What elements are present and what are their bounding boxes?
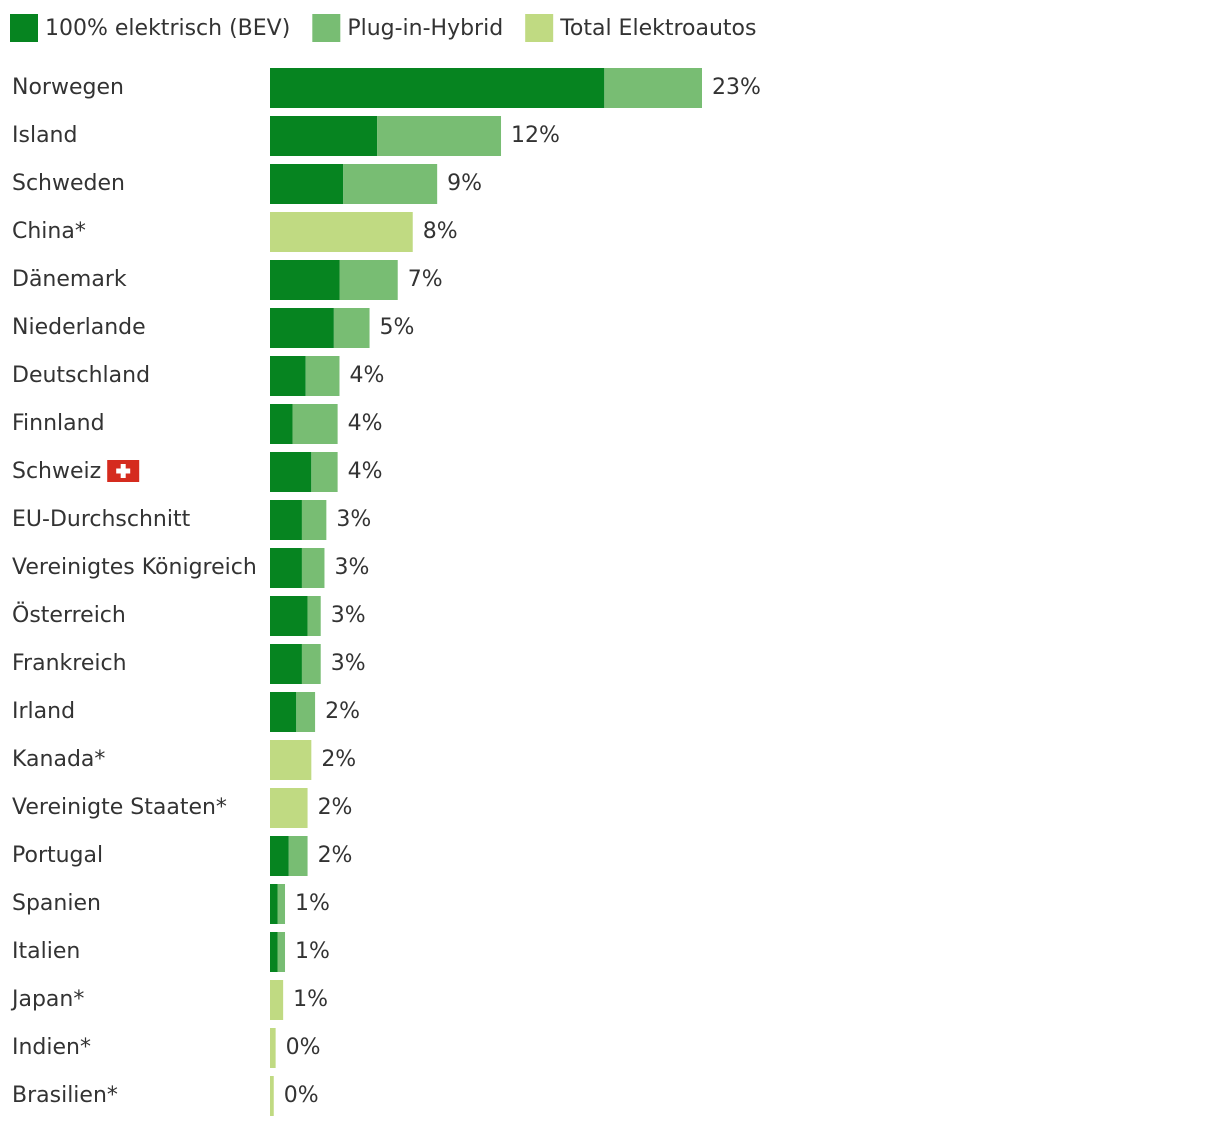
bar-segment (307, 596, 321, 636)
value-label: 0% (284, 1083, 319, 1108)
category-label: Österreich (12, 602, 126, 628)
value-label: 0% (286, 1035, 321, 1060)
category-label: Norwegen (12, 75, 124, 100)
legend-label: Plug-in-Hybrid (347, 16, 503, 41)
bar-segment (270, 164, 344, 204)
bar-segment (270, 212, 413, 252)
category-label: Vereinigtes Königreich (12, 555, 257, 580)
category-label: Japan* (10, 987, 84, 1012)
value-label: 12% (511, 123, 560, 148)
category-label: China* (12, 219, 86, 244)
bar-segment (270, 356, 306, 396)
bar-segment (270, 836, 289, 876)
bar-segment (301, 500, 327, 540)
value-label: 3% (331, 603, 366, 628)
bar-segment (301, 644, 321, 684)
value-label: 2% (318, 843, 353, 868)
category-label: Deutschland (12, 363, 150, 388)
value-label: 1% (293, 987, 328, 1012)
bar-segment (270, 596, 308, 636)
bar-segment (270, 740, 312, 780)
value-label: 4% (348, 411, 383, 436)
bar-segment (270, 644, 302, 684)
category-label: Island (12, 123, 77, 148)
category-label: EU-Durchschnitt (12, 507, 191, 532)
bar-segment (270, 404, 293, 444)
value-label: 1% (295, 891, 330, 916)
legend-label: Total Elektroautos (559, 16, 756, 41)
category-label: Schweden (12, 171, 125, 196)
bar-segment (296, 692, 316, 732)
category-label: Spanien (12, 891, 101, 916)
legend-label: 100% elektrisch (BEV) (45, 16, 290, 41)
value-label: 3% (336, 507, 371, 532)
value-label: 9% (447, 171, 482, 196)
legend-swatch (312, 14, 341, 42)
value-label: 4% (349, 363, 384, 388)
bar-segment (288, 836, 308, 876)
category-label: Brasilien* (12, 1083, 118, 1108)
category-label: Dänemark (12, 267, 127, 292)
category-label: Kanada* (12, 747, 105, 772)
category-label: Portugal (12, 843, 103, 868)
bar-segment (277, 884, 286, 924)
bar-segment (270, 692, 297, 732)
bar-segment (270, 884, 278, 924)
bar-segment (377, 116, 502, 156)
legend-swatch (10, 14, 38, 42)
bar-segment (292, 404, 338, 444)
bar-segment (277, 932, 286, 972)
value-label: 1% (295, 939, 330, 964)
value-label: 2% (318, 795, 353, 820)
value-label: 8% (423, 219, 458, 244)
category-label: Frankreich (12, 651, 127, 676)
bar-segment (270, 452, 312, 492)
bar-segment (604, 68, 702, 108)
category-label: Finnland (12, 411, 105, 436)
bar-segment (270, 260, 340, 300)
category-label: Irland (12, 699, 75, 724)
value-label: 7% (408, 267, 443, 292)
bar-segment (270, 980, 284, 1020)
bar-segment (333, 308, 370, 348)
bar-segment (270, 932, 278, 972)
bar-segment (270, 788, 308, 828)
category-label: Schweiz (12, 459, 101, 484)
value-label: 3% (331, 651, 366, 676)
category-label: Italien (12, 939, 80, 964)
value-label: 2% (325, 699, 360, 724)
bar-segment (270, 548, 302, 588)
bar-segment (301, 548, 325, 588)
bar-segment (270, 68, 605, 108)
category-label: Niederlande (12, 315, 146, 340)
value-label: 4% (348, 459, 383, 484)
bar-segment (311, 452, 338, 492)
value-label: 5% (380, 315, 415, 340)
bar-segment (305, 356, 340, 396)
bar-segment (270, 1028, 276, 1068)
value-label: 2% (321, 747, 356, 772)
category-label: Indien* (12, 1035, 91, 1060)
flag-cross (116, 468, 131, 474)
bar-segment (339, 260, 398, 300)
bar-segment (270, 1076, 274, 1116)
bar-segment (270, 308, 334, 348)
bar-segment (270, 500, 302, 540)
value-label: 23% (712, 75, 761, 100)
value-label: 3% (334, 555, 369, 580)
bar-segment (270, 116, 378, 156)
bar-segment (343, 164, 438, 204)
category-label: Vereinigte Staaten* (12, 795, 227, 820)
legend-swatch (525, 14, 554, 42)
